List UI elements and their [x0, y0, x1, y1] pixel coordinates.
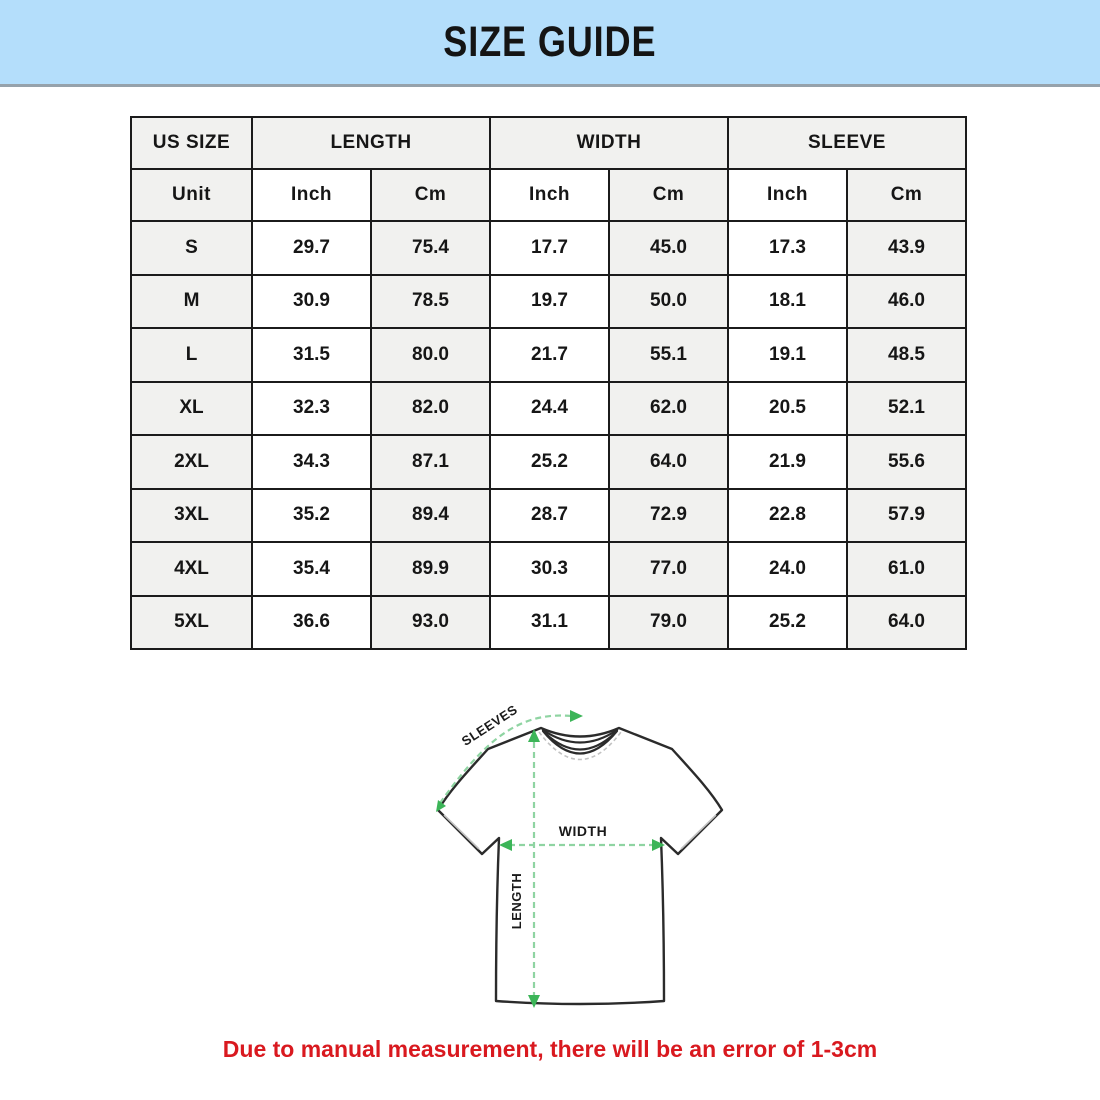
- width-arrow-right-icon: [652, 839, 665, 851]
- value-cell: 45.0: [608, 220, 729, 276]
- table-row: 2XL 34.3 87.1 25.2 64.0 21.9 55.6: [130, 434, 967, 490]
- col-header-width: WIDTH: [489, 116, 729, 170]
- unit-header-cell: Unit: [130, 168, 253, 222]
- length-measure: LENGTH: [509, 729, 540, 1008]
- value-cell: 30.3: [489, 541, 610, 597]
- table-row: M 30.9 78.5 19.7 50.0 18.1 46.0: [130, 273, 967, 329]
- page-title: SIZE GUIDE: [443, 17, 657, 66]
- value-cell: 43.9: [846, 220, 967, 276]
- value-cell: 18.1: [727, 273, 848, 329]
- unit-header-cell: Inch: [727, 168, 848, 222]
- value-cell: 75.4: [370, 220, 491, 276]
- size-table-body: S 29.7 75.4 17.7 45.0 17.3 43.9 M 30.9 78.5 19.7 50…: [130, 220, 967, 650]
- value-cell: 24.4: [489, 380, 610, 436]
- value-cell: 46.0: [846, 273, 967, 329]
- size-label-cell: 2XL: [130, 434, 253, 490]
- value-cell: 21.7: [489, 327, 610, 383]
- value-cell: 89.9: [370, 541, 491, 597]
- col-header-sleeve: SLEEVE: [727, 116, 967, 170]
- table-row: 3XL 35.2 89.4 28.7 72.9 22.8 57.9: [130, 487, 967, 543]
- length-arrow-down-icon: [528, 995, 540, 1008]
- unit-header-cell: Inch: [251, 168, 372, 222]
- table-row: 5XL 36.6 93.0 31.1 79.0 25.2 64.0: [130, 594, 967, 650]
- size-label-cell: L: [130, 327, 253, 383]
- value-cell: 20.5: [727, 380, 848, 436]
- value-cell: 36.6: [251, 594, 372, 650]
- sleeves-arrow-end-icon: [436, 800, 446, 812]
- width-measure: WIDTH: [499, 823, 665, 851]
- value-cell: 64.0: [846, 594, 967, 650]
- unit-header-cell: Cm: [608, 168, 729, 222]
- unit-header-cell: Cm: [846, 168, 967, 222]
- value-cell: 21.9: [727, 434, 848, 490]
- value-cell: 48.5: [846, 327, 967, 383]
- size-label-cell: 4XL: [130, 541, 253, 597]
- value-cell: 24.0: [727, 541, 848, 597]
- value-cell: 72.9: [608, 487, 729, 543]
- value-cell: 89.4: [370, 487, 491, 543]
- value-cell: 62.0: [608, 380, 729, 436]
- value-cell: 55.1: [608, 327, 729, 383]
- unit-header-cell: Cm: [370, 168, 491, 222]
- value-cell: 19.7: [489, 273, 610, 329]
- width-arrow-left-icon: [499, 839, 512, 851]
- value-cell: 35.2: [251, 487, 372, 543]
- size-label-cell: XL: [130, 380, 253, 436]
- value-cell: 29.7: [251, 220, 372, 276]
- size-label-cell: S: [130, 220, 253, 276]
- value-cell: 19.1: [727, 327, 848, 383]
- value-cell: 55.6: [846, 434, 967, 490]
- tshirt-svg: LENGTH WIDTH SLEEVES: [436, 702, 724, 1008]
- collar-detail: [541, 728, 619, 755]
- group-header-row: US SIZE LENGTH WIDTH SLEEVE: [130, 116, 967, 170]
- stitch-lines: [443, 731, 717, 850]
- value-cell: 61.0: [846, 541, 967, 597]
- tshirt-outline: [436, 726, 724, 1006]
- value-cell: 52.1: [846, 380, 967, 436]
- length-arrow-up-icon: [528, 729, 540, 742]
- size-label-cell: M: [130, 273, 253, 329]
- tshirt-diagram: LENGTH WIDTH SLEEVES: [393, 688, 793, 1033]
- value-cell: 93.0: [370, 594, 491, 650]
- value-cell: 31.1: [489, 594, 610, 650]
- value-cell: 50.0: [608, 273, 729, 329]
- size-label-cell: 3XL: [130, 487, 253, 543]
- value-cell: 34.3: [251, 434, 372, 490]
- value-cell: 17.7: [489, 220, 610, 276]
- value-cell: 17.3: [727, 220, 848, 276]
- size-label-cell: 5XL: [130, 594, 253, 650]
- value-cell: 22.8: [727, 487, 848, 543]
- unit-header-row: Unit Inch Cm Inch Cm Inch Cm: [130, 168, 967, 222]
- value-cell: 31.5: [251, 327, 372, 383]
- value-cell: 35.4: [251, 541, 372, 597]
- size-guide-banner: SIZE GUIDE: [0, 0, 1100, 87]
- value-cell: 78.5: [370, 273, 491, 329]
- value-cell: 77.0: [608, 541, 729, 597]
- width-label: WIDTH: [559, 823, 607, 839]
- table-row: L 31.5 80.0 21.7 55.1 19.1 48.5: [130, 327, 967, 383]
- value-cell: 25.2: [727, 594, 848, 650]
- col-header-length: LENGTH: [251, 116, 491, 170]
- value-cell: 32.3: [251, 380, 372, 436]
- size-table-container: US SIZE LENGTH WIDTH SLEEVE Unit Inch Cm…: [130, 116, 967, 650]
- value-cell: 28.7: [489, 487, 610, 543]
- measurement-note: Due to manual measurement, there will be…: [222, 1036, 878, 1062]
- col-header-us-size: US SIZE: [130, 116, 253, 170]
- value-cell: 25.2: [489, 434, 610, 490]
- value-cell: 57.9: [846, 487, 967, 543]
- table-row: XL 32.3 82.0 24.4 62.0 20.5 52.1: [130, 380, 967, 436]
- length-label: LENGTH: [509, 873, 524, 929]
- unit-header-cell: Inch: [489, 168, 610, 222]
- table-row: 4XL 35.4 89.9 30.3 77.0 24.0 61.0: [130, 541, 967, 597]
- size-table: US SIZE LENGTH WIDTH SLEEVE Unit Inch Cm…: [130, 116, 967, 650]
- sleeves-arrow-right-icon: [570, 710, 583, 722]
- value-cell: 30.9: [251, 273, 372, 329]
- table-row: S 29.7 75.4 17.7 45.0 17.3 43.9: [130, 220, 967, 276]
- value-cell: 80.0: [370, 327, 491, 383]
- value-cell: 87.1: [370, 434, 491, 490]
- value-cell: 82.0: [370, 380, 491, 436]
- value-cell: 79.0: [608, 594, 729, 650]
- value-cell: 64.0: [608, 434, 729, 490]
